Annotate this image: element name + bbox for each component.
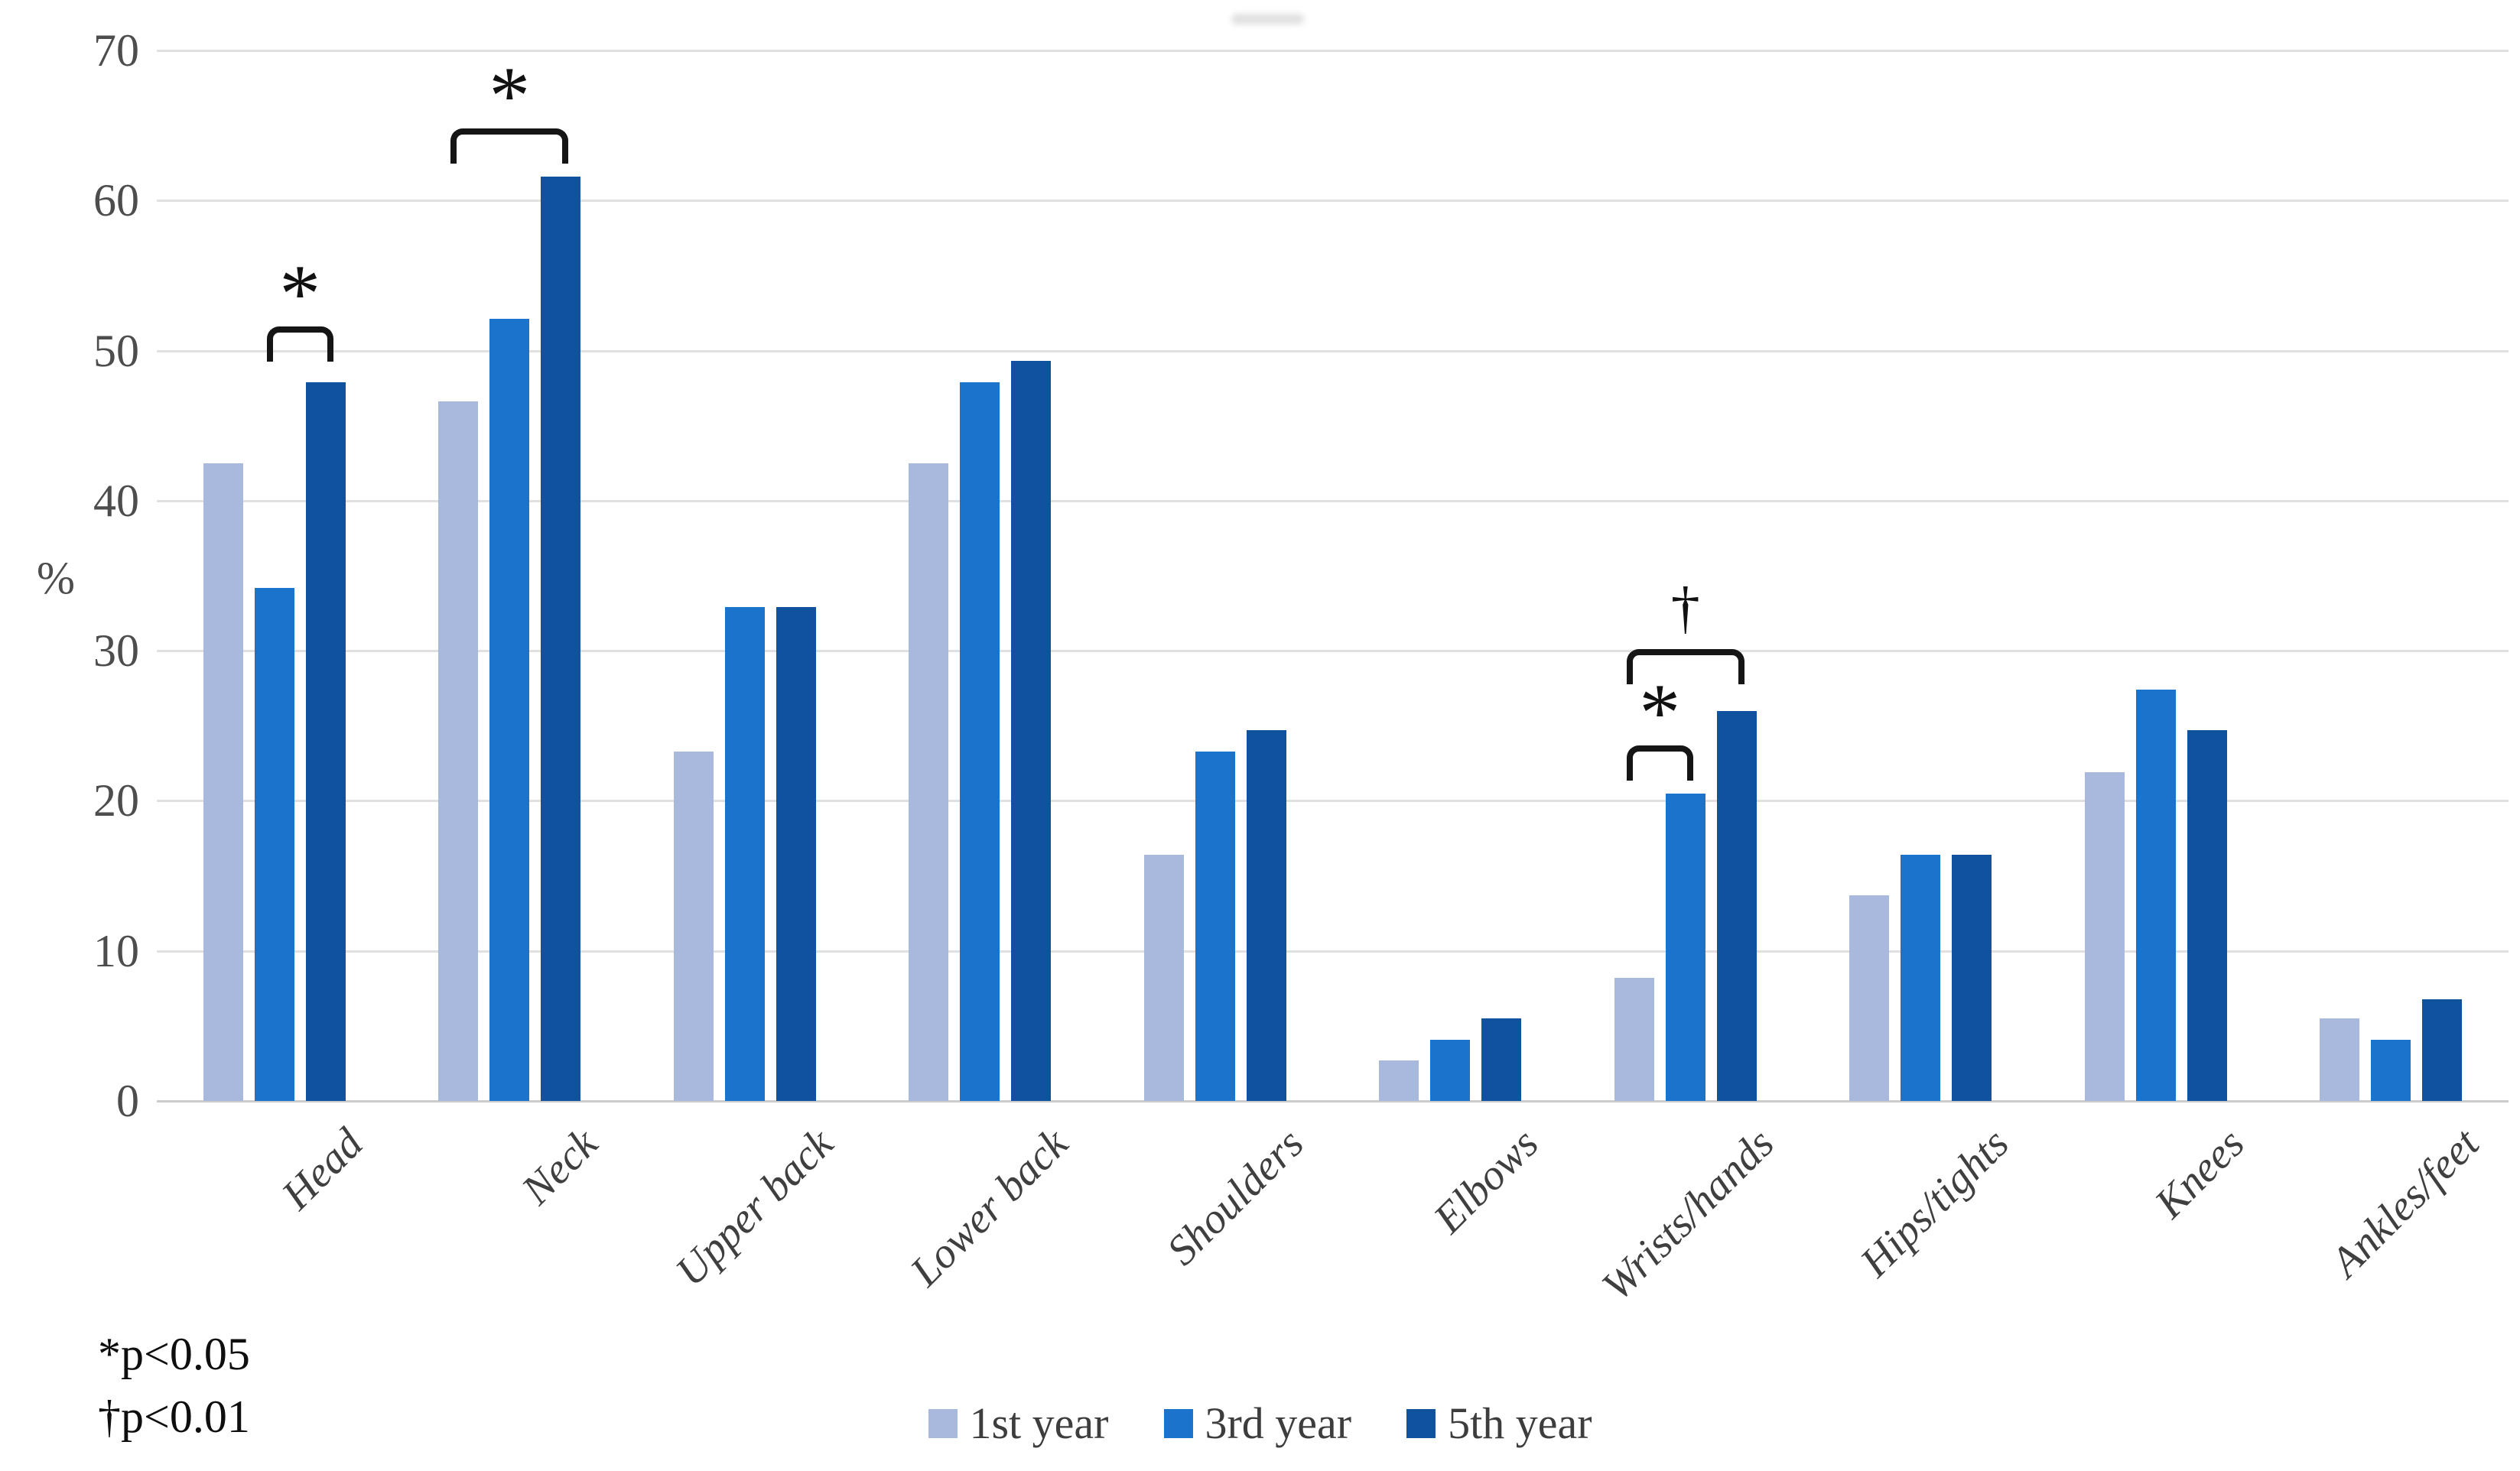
- bar: [1849, 895, 1890, 1101]
- legend-item-5th-year: 5th year: [1406, 1398, 1592, 1449]
- bar: [2084, 772, 2125, 1101]
- significance-bracket: [1626, 649, 1744, 685]
- gridline-70: [157, 50, 2509, 52]
- y-tick-label-30: 30: [93, 625, 139, 677]
- legend-label: 3rd year: [1205, 1398, 1352, 1448]
- bar: [2135, 690, 2176, 1101]
- bar-group-head: [157, 50, 392, 1101]
- bar: [438, 401, 479, 1101]
- footnote-p-0-01: †p<0.01: [98, 1391, 250, 1442]
- bar: [2371, 1039, 2411, 1101]
- gridline-20: [157, 800, 2509, 803]
- scan-artifact-smudge: [1231, 14, 1304, 24]
- bar: [203, 463, 243, 1101]
- plot-area: [157, 50, 2509, 1102]
- gridline-30: [157, 650, 2509, 653]
- gridline-60: [157, 200, 2509, 203]
- gridline-0: [157, 1100, 2509, 1102]
- significance-bracket: [450, 128, 569, 164]
- y-tick-label-20: 20: [93, 775, 139, 826]
- asterisk-glyph: *: [1639, 667, 1681, 758]
- bar: [2422, 999, 2463, 1101]
- gridline-40: [157, 499, 2509, 502]
- bar-group-shoulders: [1097, 50, 1333, 1101]
- significance-bracket: [1626, 745, 1693, 781]
- bar: [1952, 855, 1992, 1101]
- y-tick-label-40: 40: [93, 475, 139, 526]
- bar: [2187, 730, 2227, 1101]
- y-tick-label-0: 0: [116, 1076, 139, 1126]
- bar-groups-layer: [157, 50, 2509, 1101]
- bar: [1430, 1039, 1471, 1101]
- bar: [2320, 1018, 2360, 1101]
- legend-item-3rd-year: 3rd year: [1163, 1398, 1351, 1449]
- bar: [1143, 855, 1184, 1101]
- bar: [1481, 1018, 1522, 1101]
- bar: [1665, 793, 1705, 1101]
- bar-group-ankles-feet: [2274, 50, 2509, 1101]
- asterisk-glyph: *: [279, 248, 321, 340]
- footnote-p-0-05: *p<0.05: [98, 1329, 250, 1379]
- bar-group-hips-tights: [1803, 50, 2039, 1101]
- y-axis-title: %: [37, 553, 75, 603]
- y-tick-label-70: 70: [93, 25, 139, 76]
- bar-group-elbows: [1333, 50, 1569, 1101]
- gridline-50: [157, 349, 2509, 352]
- legend-swatch: [1163, 1408, 1193, 1438]
- y-tick-label-60: 60: [93, 175, 139, 226]
- significance-bracket: [266, 326, 333, 362]
- bar: [1379, 1060, 1419, 1101]
- bar: [1011, 361, 1052, 1101]
- bar: [1716, 710, 1757, 1101]
- bar: [305, 382, 346, 1101]
- gridline-layer: [157, 50, 2509, 1102]
- bar: [909, 463, 949, 1101]
- bar: [724, 607, 765, 1101]
- bar-group-upper-back: [627, 50, 863, 1101]
- bar: [1246, 730, 1286, 1101]
- bar: [489, 319, 530, 1101]
- bar: [1614, 978, 1654, 1101]
- legend-label: 5th year: [1448, 1398, 1592, 1448]
- bar-group-knees: [2038, 50, 2274, 1101]
- footnotes: *p<0.05 †p<0.01: [98, 1323, 250, 1448]
- bar: [960, 382, 1000, 1101]
- asterisk-glyph: *: [489, 50, 531, 142]
- y-tick-label-10: 10: [93, 925, 139, 976]
- legend-item-1st-year: 1st year: [928, 1398, 1108, 1449]
- legend: 1st year 3rd year 5th year: [928, 1398, 1592, 1449]
- bar-group-lower-back: [863, 50, 1098, 1101]
- bar-group-wrists-hands: [1568, 50, 1803, 1101]
- bar-group-neck: [392, 50, 628, 1101]
- bar: [254, 587, 294, 1101]
- legend-label: 1st year: [969, 1398, 1109, 1448]
- bar: [673, 751, 714, 1101]
- bar: [541, 176, 581, 1101]
- y-tick-label-50: 50: [93, 325, 139, 376]
- legend-swatch: [928, 1408, 958, 1438]
- bar: [1901, 855, 1941, 1101]
- gridline-10: [157, 950, 2509, 953]
- dagger-glyph: †: [1670, 576, 1700, 641]
- bar: [776, 607, 816, 1101]
- bar: [1195, 751, 1235, 1101]
- legend-swatch: [1406, 1408, 1436, 1438]
